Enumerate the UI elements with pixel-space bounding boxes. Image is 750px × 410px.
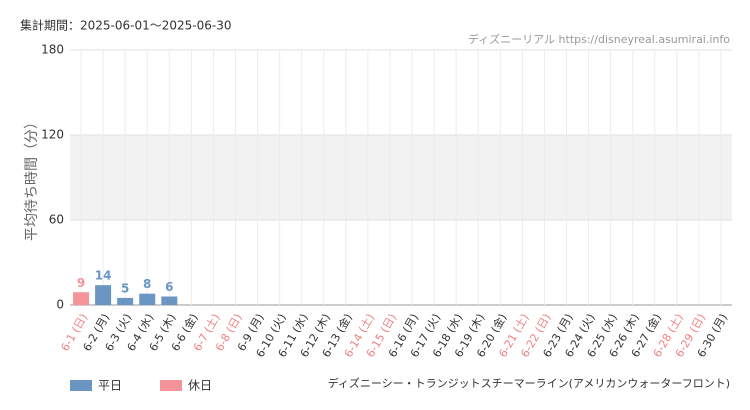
y-tick-label: 120 <box>41 128 64 142</box>
data-label: 9 <box>77 276 85 290</box>
legend-label: 休日 <box>188 379 212 393</box>
bar <box>73 292 90 305</box>
bar <box>161 296 178 305</box>
bar <box>117 297 134 305</box>
source: ディズニーリアル https://disneyreal.asumirai.inf… <box>468 32 730 46</box>
data-label: 5 <box>121 281 129 295</box>
data-label: 6 <box>165 280 173 294</box>
bar <box>95 285 112 305</box>
y-axis-label: 平均待ち時間（分） <box>24 115 40 241</box>
data-label: 8 <box>143 277 151 291</box>
y-tick-label: 60 <box>49 213 64 227</box>
grid-band <box>70 135 732 220</box>
data-label: 14 <box>95 269 112 283</box>
legend-label: 平日 <box>98 379 122 393</box>
chart-title: 集計期間：2025-06-01～2025-06-30 <box>20 18 231 33</box>
legend-swatch <box>160 380 182 391</box>
y-tick-label: 0 <box>56 298 64 312</box>
bar <box>139 293 156 305</box>
legend-swatch <box>70 380 92 391</box>
footnote: ディズニーシー・トランジットスチーマーライン(アメリカンウォーターフロント) <box>328 376 730 390</box>
y-tick-label: 180 <box>41 43 64 57</box>
